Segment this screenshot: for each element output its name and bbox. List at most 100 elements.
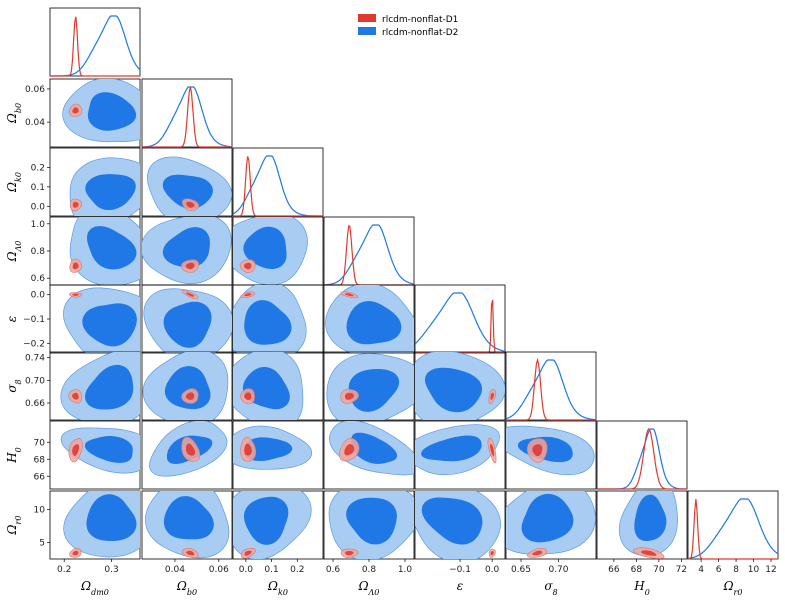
panel-ol-vs-ok — [232, 216, 324, 286]
marginal-d2-ob — [141, 86, 232, 148]
contours — [233, 217, 308, 285]
xtick-label-s8: 0.70 — [548, 565, 568, 575]
xtick-label-eps: −0.1 — [449, 565, 471, 575]
legend-swatch-d2 — [358, 27, 376, 35]
contour-d2-inner — [244, 300, 292, 345]
xtick-label-ok: 0.0 — [239, 565, 254, 575]
contour-d1-inner — [186, 201, 195, 208]
contour-d1-inner — [532, 550, 543, 556]
contour-d1-inner — [185, 262, 195, 270]
panel-h0-vs-ob — [141, 420, 233, 490]
xaxis-label-s8: σ8 — [544, 579, 557, 597]
xtick-label-orr: 6 — [716, 565, 722, 575]
marginal-d1-ob — [142, 86, 232, 148]
panel-h0-vs-eps — [414, 420, 506, 490]
xaxis-label-h0: H0 — [633, 579, 650, 597]
panel-eps-vs-ob — [141, 284, 233, 354]
yaxis-label-ob: Ωb0 — [5, 103, 23, 124]
xtick-label-ol: 0.8 — [362, 565, 377, 575]
contour-d1-inner — [244, 443, 252, 456]
contour-d1-inner — [185, 392, 195, 400]
contours — [618, 491, 678, 559]
contour-d1-inner — [186, 550, 195, 556]
panel-frame — [505, 351, 597, 421]
ytick-label-ol: 0.8 — [31, 247, 46, 257]
panel-ok-vs-ok — [232, 147, 324, 217]
panel-ob-vs-odm: 0.04 0.06 — [25, 78, 141, 148]
panel-frame — [323, 216, 415, 286]
xaxis-label-ol: ΩΛ0 — [358, 579, 380, 597]
panel-ol-vs-ol — [323, 216, 415, 286]
marginal-d1-orr — [688, 498, 778, 560]
contour-d2-inner — [82, 303, 137, 347]
ytick-label-ok: 0.2 — [31, 163, 45, 173]
contour-d1-inner — [72, 201, 79, 208]
xtick-label-orr: 10 — [748, 565, 760, 575]
contour-d2-inner — [346, 497, 397, 545]
ytick-label-eps: −0.2 — [23, 339, 45, 349]
contour-d2-inner — [162, 174, 213, 209]
contours — [233, 352, 304, 420]
panel-ol-vs-ob — [141, 216, 233, 286]
marginal-d1-s8 — [506, 357, 596, 421]
contour-d1-inner — [532, 444, 543, 457]
contours — [60, 427, 140, 474]
panel-eps-vs-ol — [323, 284, 415, 354]
ytick-label-eps: 0.0 — [31, 291, 46, 301]
contour-d2-inner — [243, 226, 287, 270]
legend-label-d2: rlcdm-nonflat-D2 — [382, 28, 458, 38]
contours — [63, 491, 140, 558]
xtick-label-h0: 72 — [676, 565, 687, 575]
yaxis-label-ol: ΩΛ0 — [5, 241, 23, 263]
contour-d1-inner — [72, 444, 79, 456]
marginal-d2-orr — [687, 498, 779, 559]
marginal-d2-h0 — [597, 428, 687, 490]
contours — [146, 156, 232, 216]
xtick-label-ol: 1.0 — [398, 565, 413, 575]
panel-s8-vs-ol — [323, 351, 415, 421]
contours — [69, 217, 140, 285]
xtick-label-orr: 8 — [733, 565, 739, 575]
xtick-label-eps: 0.0 — [485, 565, 500, 575]
xtick-label-s8: 0.65 — [511, 565, 531, 575]
contour-d1-inner — [345, 392, 354, 400]
contours — [233, 491, 312, 559]
contour-d2-inner — [521, 493, 574, 543]
marginal-d1-h0 — [597, 428, 687, 490]
yaxis-label-s8: σ8 — [5, 379, 23, 392]
yaxis-label-eps: ε — [5, 316, 19, 322]
contour-d1-inner — [72, 262, 79, 270]
panel-frame — [596, 420, 688, 490]
xaxis-label-ok: Ωk0 — [267, 579, 288, 597]
xaxis-label-odm: Ωdm0 — [80, 579, 109, 597]
contours — [145, 491, 230, 559]
ytick-label-h0: 68 — [34, 455, 46, 465]
panel-h0-vs-odm: 66 68 70 — [34, 420, 141, 490]
panel-ol-vs-odm: 0.6 0.8 1.0 — [31, 216, 141, 286]
contours — [415, 424, 500, 476]
panel-s8-vs-ob — [141, 351, 233, 421]
panel-eps-vs-odm: −0.2 −0.1 0.0 — [23, 284, 141, 354]
panel-orr-vs-orr: 4 6 8 10 12 — [687, 490, 779, 575]
legend-swatch-d1 — [358, 14, 376, 22]
panel-ob-vs-ob — [141, 78, 233, 148]
xtick-label-ok: 0.1 — [264, 565, 278, 575]
contour-d1-inner — [640, 550, 657, 556]
contours — [142, 217, 232, 285]
contour-d2-inner — [163, 496, 214, 540]
contours — [415, 352, 505, 420]
contour-d2-inner — [421, 435, 482, 462]
panel-orr-vs-ol: 0.6 0.8 1.0 — [323, 490, 415, 575]
xtick-label-ol: 0.6 — [326, 565, 341, 575]
contours — [329, 421, 414, 476]
panel-frame — [141, 78, 233, 148]
contours — [149, 421, 228, 477]
contour-d2-inner — [351, 432, 398, 464]
contour-d1-inner — [344, 444, 355, 456]
panel-ok-vs-odm: 0.0 0.1 0.2 — [31, 147, 141, 217]
contour-d2-inner — [162, 227, 210, 268]
ytick-label-s8: 0.74 — [25, 354, 45, 364]
contour-d1-inner — [72, 107, 79, 114]
ytick-label-s8: 0.66 — [25, 399, 45, 409]
contour-d2-inner — [85, 364, 134, 410]
